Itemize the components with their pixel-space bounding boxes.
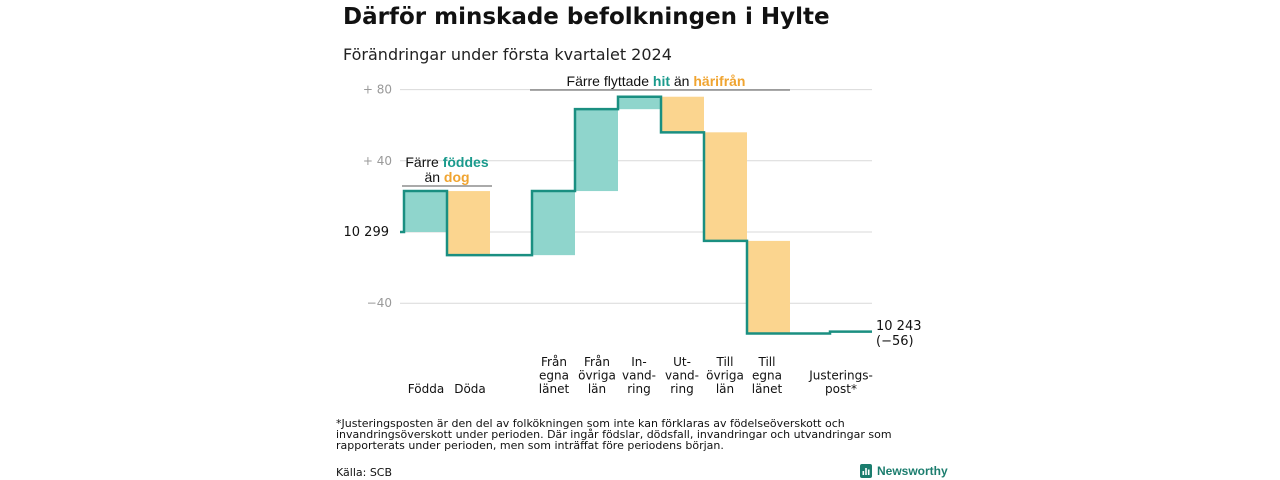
annotation-part: hit	[653, 73, 670, 89]
category-label: egna	[539, 369, 569, 383]
y-tick-label: + 40	[363, 154, 392, 168]
annotation-migration: Färre flyttade hit än härifrån	[567, 73, 746, 89]
start-value-label: 10 299	[344, 225, 390, 240]
annotation-part: än	[424, 169, 443, 185]
waterfall-bar	[575, 109, 618, 192]
annotation-births-deaths: Färre föddes	[405, 154, 488, 170]
category-label: Till	[716, 355, 734, 369]
category-label: länet	[539, 382, 570, 396]
category-label: egna	[752, 369, 782, 383]
y-tick-label: + 80	[363, 83, 392, 97]
category-label: Från	[584, 355, 610, 369]
waterfall-bar	[404, 191, 447, 232]
category-label: Ut-	[673, 355, 691, 369]
footnote: *Justeringsposten är den del av folkökni…	[336, 417, 892, 452]
category-label: Justerings-	[808, 369, 873, 383]
waterfall-chart: + 80 + 40 −40 10 299 10 243(−56) Födda Döda Frå…	[344, 73, 922, 396]
category-label: Till	[758, 355, 776, 369]
y-tick-label: −40	[367, 296, 392, 310]
category-label: vand-	[665, 369, 699, 383]
category-label: Från	[541, 355, 567, 369]
category-label: ring	[627, 382, 651, 396]
annotation-part: Färre	[405, 154, 442, 170]
annotation-part: dog	[444, 169, 470, 185]
chart-subtitle: Förändringar under första kvartalet 2024	[343, 45, 672, 64]
category-label: Födda	[408, 382, 444, 396]
category-label: län	[588, 382, 606, 396]
annotation-part: härifrån	[693, 73, 745, 89]
annotation-part: än	[670, 73, 693, 89]
chart-title: Därför minskade befolkningen i Hylte	[343, 4, 830, 30]
waterfall-bar	[661, 96, 704, 133]
end-value-label: (−56)	[876, 334, 914, 349]
waterfall-bar	[532, 191, 575, 256]
category-label: övriga	[578, 369, 616, 383]
category-label: Döda	[454, 382, 486, 396]
cumulative-step-line	[400, 95, 872, 335]
waterfall-bar	[447, 191, 490, 256]
category-label: övriga	[706, 369, 744, 383]
brand-logo: Newsworthy	[860, 464, 948, 478]
annotation-births-deaths: än dog	[424, 169, 469, 185]
waterfall-bar	[618, 96, 661, 110]
category-label: vand-	[622, 369, 656, 383]
brand-name: Newsworthy	[877, 464, 948, 478]
category-label: In-	[631, 355, 646, 369]
source-label: Källa: SCB	[336, 466, 393, 479]
waterfall-bar	[704, 132, 747, 241]
end-value-label: 10 243	[876, 319, 922, 334]
category-label: post*	[825, 382, 857, 396]
waterfall-bar	[747, 240, 790, 334]
category-label: län	[716, 382, 734, 396]
annotation-part: föddes	[443, 154, 489, 170]
category-label: länet	[752, 382, 783, 396]
bar-chart-icon	[860, 464, 872, 478]
annotation-part: Färre flyttade	[567, 73, 653, 89]
category-label: ring	[670, 382, 694, 396]
